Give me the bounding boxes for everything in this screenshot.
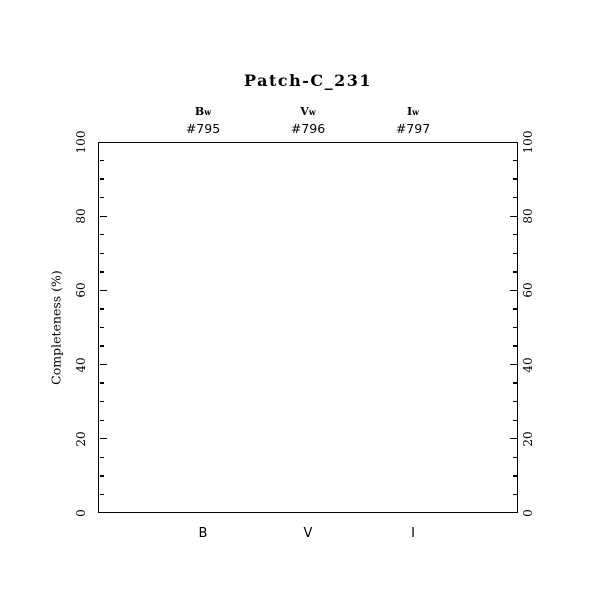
- top-band-label: Bw: [163, 105, 243, 118]
- y-minor-tick-left: [99, 475, 104, 477]
- y-minor-tick-right: [512, 419, 517, 421]
- top-band-label: Iw: [373, 105, 453, 118]
- y-minor-tick-left: [99, 326, 104, 329]
- band-letter: V: [300, 105, 309, 118]
- y-minor-tick-right: [512, 308, 517, 310]
- y-minor-tick-right: [512, 178, 517, 180]
- y-minor-tick-right: [512, 456, 517, 459]
- top-band-label: Vw: [268, 105, 348, 118]
- y-minor-tick-left: [99, 252, 104, 254]
- y-minor-tick-left: [99, 401, 104, 403]
- y-tick-label-right: 0: [521, 509, 535, 517]
- y-major-tick-right: [509, 363, 517, 366]
- y-minor-tick-left: [99, 382, 104, 384]
- y-minor-tick-right: [512, 475, 517, 477]
- y-minor-tick-left: [99, 196, 104, 199]
- y-minor-tick-right: [512, 345, 517, 347]
- y-major-tick-left: [99, 215, 107, 217]
- band-subscript: w: [308, 107, 316, 117]
- y-major-tick-right: [509, 438, 517, 440]
- y-minor-tick-left: [99, 308, 104, 310]
- plot-box: [98, 142, 518, 513]
- x-category-label: I: [411, 526, 415, 541]
- y-tick-label-left: 0: [74, 509, 88, 517]
- y-minor-tick-right: [512, 382, 517, 384]
- y-minor-tick-left: [99, 456, 104, 459]
- y-minor-tick-right: [512, 196, 517, 199]
- y-major-tick-right: [509, 289, 517, 292]
- y-tick-label-right: 20: [521, 431, 535, 447]
- y-tick-label-left: 20: [74, 431, 88, 447]
- y-minor-tick-right: [512, 493, 517, 496]
- plot-title: Patch-C_231: [243, 71, 372, 90]
- band-id-label: #795: [185, 121, 221, 136]
- y-minor-tick-left: [99, 419, 104, 421]
- y-minor-tick-right: [512, 326, 517, 329]
- band-subscript: w: [412, 107, 420, 117]
- y-tick-label-left: 40: [74, 356, 88, 373]
- y-minor-tick-right: [512, 271, 517, 273]
- y-major-tick-left: [99, 363, 107, 366]
- y-tick-label-left: 60: [74, 282, 88, 299]
- y-tick-label-right: 40: [521, 356, 535, 373]
- y-minor-tick-left: [99, 493, 104, 496]
- band-letter: B: [194, 105, 205, 118]
- band-letter: I: [406, 105, 413, 118]
- band-subscript: w: [204, 107, 212, 117]
- y-tick-label-right: 100: [521, 130, 535, 154]
- y-minor-tick-left: [99, 234, 104, 236]
- y-minor-tick-right: [512, 234, 517, 236]
- y-axis-label: Completeness (%): [48, 270, 64, 385]
- y-major-tick-right: [509, 215, 517, 217]
- band-id-label: #797: [395, 121, 431, 136]
- y-major-tick-left: [99, 289, 107, 292]
- y-minor-tick-right: [512, 401, 517, 403]
- y-tick-label-left: 80: [74, 208, 88, 224]
- y-minor-tick-left: [99, 159, 104, 162]
- y-minor-tick-right: [512, 159, 517, 162]
- x-category-label: V: [303, 526, 313, 541]
- band-id-label: #796: [290, 121, 326, 136]
- y-major-tick-left: [99, 438, 107, 440]
- y-minor-tick-left: [99, 178, 104, 180]
- x-category-label: B: [198, 526, 208, 541]
- y-minor-tick-left: [99, 271, 104, 273]
- y-minor-tick-left: [99, 345, 104, 347]
- y-minor-tick-right: [512, 252, 517, 254]
- y-tick-label-right: 60: [521, 282, 535, 299]
- y-tick-label-left: 100: [74, 130, 88, 154]
- y-tick-label-right: 80: [521, 208, 535, 224]
